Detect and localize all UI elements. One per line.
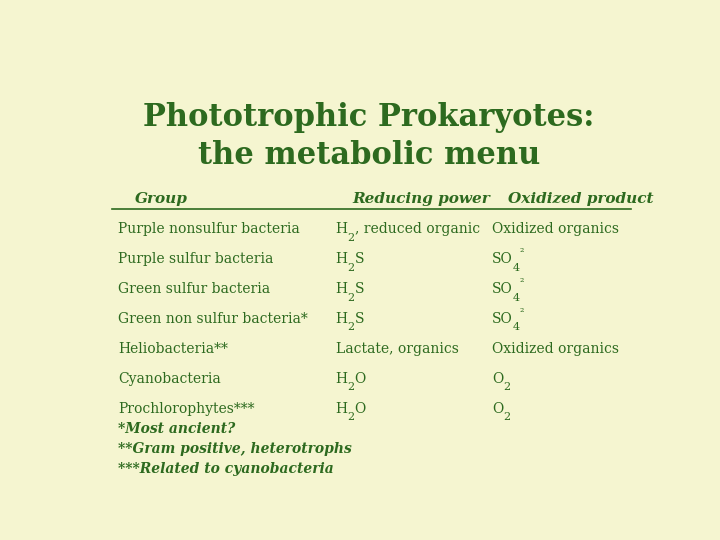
Text: 2: 2: [348, 382, 355, 393]
Text: S: S: [355, 282, 364, 296]
Text: O: O: [355, 372, 366, 386]
Text: Group: Group: [135, 192, 187, 206]
Text: H: H: [336, 402, 348, 416]
Text: 2: 2: [503, 413, 510, 422]
Text: S: S: [355, 312, 364, 326]
Text: , reduced organic: , reduced organic: [355, 222, 480, 236]
Text: 2: 2: [348, 413, 355, 422]
Text: S: S: [355, 252, 364, 266]
Text: Cyanobacteria: Cyanobacteria: [118, 372, 220, 386]
Text: Phototrophic Prokaryotes:
the metabolic menu: Phototrophic Prokaryotes: the metabolic …: [143, 102, 595, 171]
Text: ***Related to cyanobacteria: ***Related to cyanobacteria: [118, 462, 333, 476]
Text: SO: SO: [492, 282, 513, 296]
Text: SO: SO: [492, 252, 513, 266]
Text: Purple nonsulfur bacteria: Purple nonsulfur bacteria: [118, 222, 300, 236]
Text: ²: ²: [520, 307, 524, 318]
Text: 4: 4: [513, 262, 520, 273]
Text: H: H: [336, 282, 348, 296]
Text: Oxidized organics: Oxidized organics: [492, 342, 618, 356]
Text: ²: ²: [520, 278, 524, 288]
Text: 4: 4: [513, 293, 520, 302]
Text: Oxidized product: Oxidized product: [508, 192, 654, 206]
Text: Lactate, organics: Lactate, organics: [336, 342, 459, 356]
Text: 2: 2: [348, 322, 355, 333]
Text: O: O: [355, 402, 366, 416]
Text: O: O: [492, 402, 503, 416]
Text: Green non sulfur bacteria*: Green non sulfur bacteria*: [118, 312, 307, 326]
Text: 2: 2: [348, 262, 355, 273]
Text: Reducing power: Reducing power: [352, 192, 490, 206]
Text: H: H: [336, 372, 348, 386]
Text: 2: 2: [348, 233, 355, 242]
Text: 4: 4: [513, 322, 520, 333]
Text: Prochlorophytes***: Prochlorophytes***: [118, 402, 254, 416]
Text: Purple sulfur bacteria: Purple sulfur bacteria: [118, 252, 274, 266]
Text: H: H: [336, 252, 348, 266]
Text: 2: 2: [503, 382, 510, 393]
Text: *Most ancient?: *Most ancient?: [118, 422, 235, 436]
Text: Heliobacteria**: Heliobacteria**: [118, 342, 228, 356]
Text: H: H: [336, 312, 348, 326]
Text: Oxidized organics: Oxidized organics: [492, 222, 618, 236]
Text: ²: ²: [520, 248, 524, 258]
Text: **Gram positive, heterotrophs: **Gram positive, heterotrophs: [118, 442, 351, 456]
Text: Green sulfur bacteria: Green sulfur bacteria: [118, 282, 270, 296]
Text: SO: SO: [492, 312, 513, 326]
Text: H: H: [336, 222, 348, 236]
Text: 2: 2: [348, 293, 355, 302]
Text: O: O: [492, 372, 503, 386]
